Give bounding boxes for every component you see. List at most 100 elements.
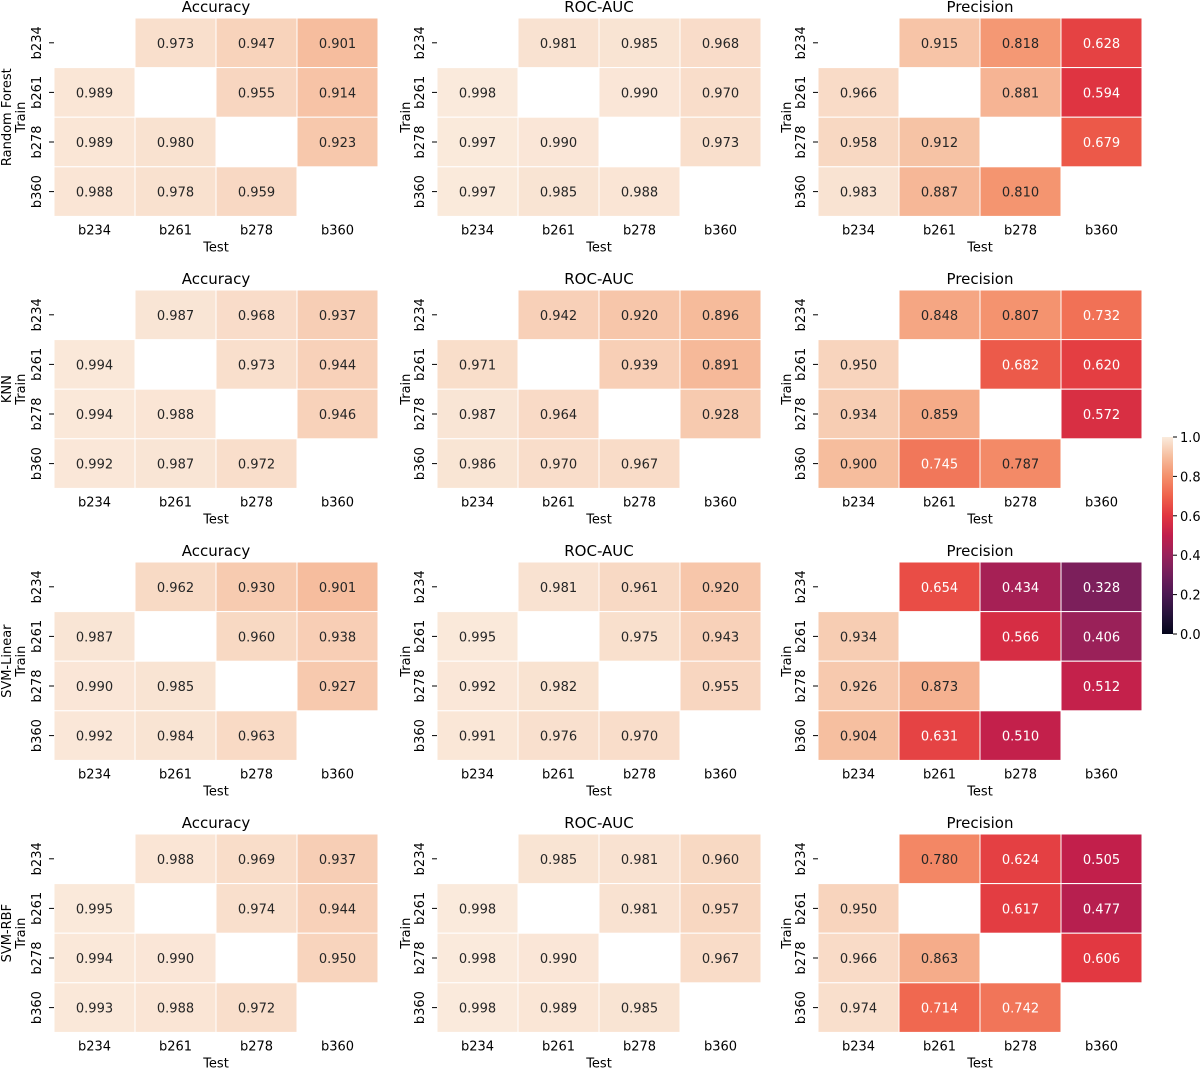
x-tick-label: b261 <box>923 495 956 510</box>
x-tick-label: b360 <box>321 1039 354 1054</box>
y-tick-label: b278 <box>794 941 809 974</box>
x-tick-label: b360 <box>1085 495 1118 510</box>
y-tick-label: b234 <box>413 570 428 603</box>
heatmap-cell <box>598 166 681 217</box>
cell-value-label: 0.981 <box>621 902 658 917</box>
y-tick-label: b234 <box>794 570 809 603</box>
x-tick-label: b261 <box>923 1039 956 1054</box>
cell-value-label: 0.624 <box>1002 853 1039 868</box>
heatmap-cell <box>53 611 136 662</box>
y-tick-label: b360 <box>413 719 428 752</box>
y-tick-label: b278 <box>413 397 428 430</box>
heatmap-cell <box>296 116 379 168</box>
heatmap-cell <box>134 932 217 984</box>
y-tick-label: b234 <box>794 26 809 59</box>
cell-value-label: 0.989 <box>540 1002 577 1017</box>
cell-value-label: 0.970 <box>621 730 658 745</box>
heatmap-cell <box>598 339 681 390</box>
x-tick-label: b278 <box>623 223 656 238</box>
heatmap-cell <box>979 438 1062 489</box>
y-axis-label: Train <box>399 102 414 134</box>
heatmap-cell <box>436 438 519 489</box>
x-axis-label: Test <box>966 240 993 255</box>
y-tick-label: b360 <box>30 719 45 752</box>
panel-title: ROC-AUC <box>564 814 634 832</box>
cell-value-label: 0.810 <box>1002 186 1039 201</box>
cell-value-label: 0.993 <box>76 1002 113 1017</box>
heatmap-cell <box>517 388 600 440</box>
cell-value-label: 0.955 <box>702 680 739 695</box>
panel-title: ROC-AUC <box>564 542 634 560</box>
x-tick-label: b278 <box>1004 767 1037 782</box>
cell-value-label: 0.959 <box>238 186 275 201</box>
panel-title: ROC-AUC <box>564 0 634 16</box>
heatmap-cell <box>817 388 900 440</box>
heatmap-panel: Accuracy 0.962 0.930 0.901 0.987 0.960 0.938 0.… <box>0 542 379 799</box>
cell-value-label: 0.985 <box>540 853 577 868</box>
x-tick-label: b278 <box>1004 223 1037 238</box>
cell-value-label: 0.934 <box>840 408 877 423</box>
heatmap-cell <box>679 388 762 440</box>
cell-value-label: 0.881 <box>1002 86 1039 101</box>
cell-value-label: 0.970 <box>540 458 577 473</box>
y-axis-label: Train <box>14 646 29 678</box>
x-tick-label: b234 <box>78 223 111 238</box>
y-axis-label: Train <box>780 102 795 134</box>
heatmap-cell <box>215 561 298 613</box>
x-tick-label: b360 <box>321 495 354 510</box>
y-tick-label: b261 <box>30 892 45 925</box>
heatmap-cell <box>296 289 379 341</box>
cell-value-label: 0.914 <box>319 86 356 101</box>
cell-value-label: 0.682 <box>1002 358 1039 373</box>
cell-value-label: 0.974 <box>840 1002 877 1017</box>
heatmap-cell <box>436 116 519 168</box>
cell-value-label: 0.967 <box>702 952 739 967</box>
y-tick-label: b261 <box>30 76 45 109</box>
x-tick-label: b234 <box>461 495 494 510</box>
heatmap-cell <box>817 982 900 1033</box>
x-axis-label: Test <box>585 240 612 255</box>
heatmap-cell <box>1060 116 1143 168</box>
cell-value-label: 0.434 <box>1002 581 1039 596</box>
y-tick-label: b360 <box>30 991 45 1024</box>
cell-value-label: 0.990 <box>76 680 113 695</box>
cell-value-label: 0.963 <box>238 730 275 745</box>
heatmap-cell <box>517 660 600 712</box>
cell-value-label: 0.628 <box>1083 37 1120 52</box>
heatmap-cell <box>215 17 298 69</box>
colorbar-tick-label: 0.0 <box>1180 628 1200 643</box>
heatmap-cell <box>296 833 379 885</box>
y-tick-label: b360 <box>413 991 428 1024</box>
x-axis-label: Test <box>202 240 229 255</box>
cell-value-label: 0.328 <box>1083 581 1120 596</box>
cell-value-label: 0.969 <box>238 853 275 868</box>
colorbar-tick-label: 0.6 <box>1180 510 1200 525</box>
cell-value-label: 0.957 <box>702 902 739 917</box>
x-tick-label: b234 <box>461 767 494 782</box>
cell-value-label: 0.981 <box>540 37 577 52</box>
cell-value-label: 0.928 <box>702 408 739 423</box>
y-tick-label: b234 <box>413 298 428 331</box>
heatmap-cell <box>598 883 681 934</box>
y-tick-label: b278 <box>794 397 809 430</box>
cell-value-label: 0.980 <box>157 136 194 151</box>
heatmap-cell <box>53 67 136 118</box>
y-axis-label: Train <box>14 918 29 950</box>
cell-value-label: 0.946 <box>319 408 356 423</box>
heatmap-cell <box>436 67 519 118</box>
cell-value-label: 0.679 <box>1083 136 1120 151</box>
y-tick-label: b360 <box>794 991 809 1024</box>
x-tick-label: b234 <box>78 767 111 782</box>
cell-value-label: 0.985 <box>621 37 658 52</box>
cell-value-label: 0.973 <box>238 358 275 373</box>
cell-value-label: 0.968 <box>702 37 739 52</box>
panel-title: Accuracy <box>182 0 251 16</box>
heatmap-cell <box>215 710 298 761</box>
heatmap-cell <box>898 289 981 341</box>
cell-value-label: 0.962 <box>157 581 194 596</box>
heatmap-cell <box>817 166 900 217</box>
heatmap-cell <box>898 932 981 984</box>
x-tick-label: b261 <box>159 495 192 510</box>
cell-value-label: 0.926 <box>840 680 877 695</box>
y-tick-label: b360 <box>794 447 809 480</box>
